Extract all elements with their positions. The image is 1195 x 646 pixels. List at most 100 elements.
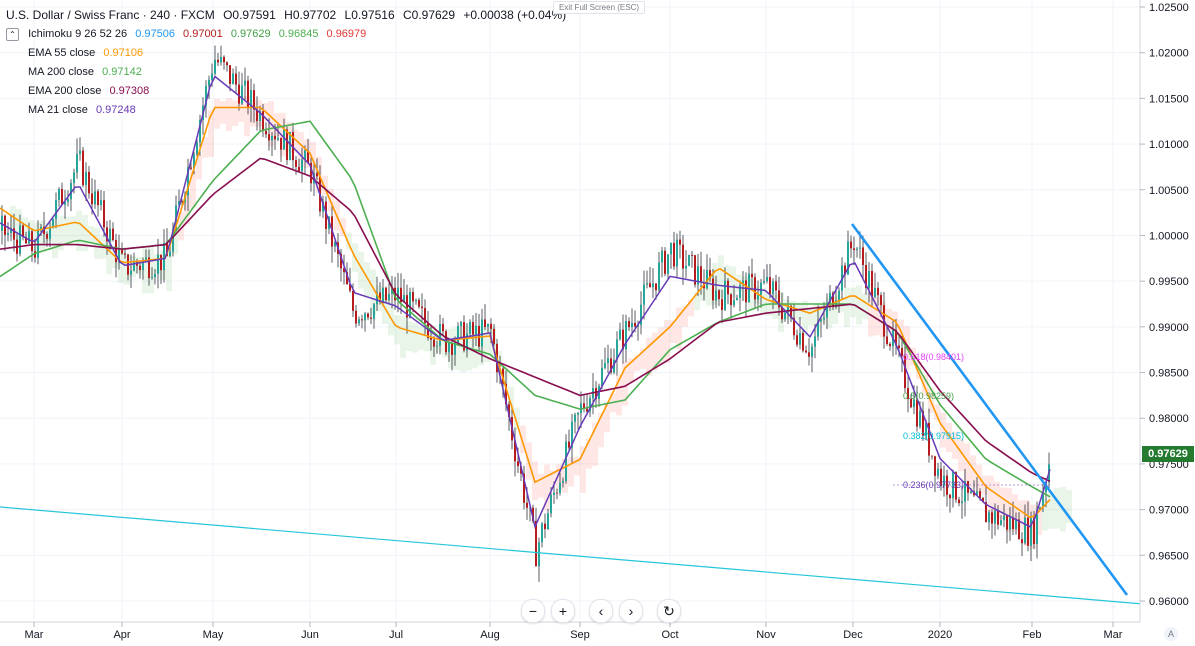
candle-body	[97, 191, 99, 206]
zoom-out-button[interactable]: −	[521, 599, 545, 623]
candle-body	[154, 273, 156, 278]
candle-body	[460, 322, 462, 326]
candle-body	[433, 339, 435, 347]
ma200-value: 0.97142	[102, 66, 142, 78]
candle-body	[958, 499, 960, 504]
cloud-segment	[832, 295, 838, 325]
cloud-segment	[1000, 487, 1006, 519]
candle-body	[238, 84, 240, 104]
cloud-segment	[64, 216, 70, 246]
cloud-segment	[586, 438, 592, 469]
collapse-toggle-icon[interactable]: ⌃	[6, 27, 19, 41]
candle-body	[109, 228, 111, 242]
candle-body	[757, 295, 759, 300]
candle-body	[661, 250, 663, 263]
cloud-segment	[922, 374, 928, 396]
high-label: H	[284, 8, 293, 22]
exit-fullscreen-button[interactable]: Exit Full Screen (ESC)	[553, 1, 646, 14]
ma200-label: MA 200 close	[28, 66, 95, 78]
ichimoku-lead1-value: 0.96845	[278, 28, 319, 40]
candle-body	[997, 510, 999, 525]
candle-body	[655, 283, 657, 291]
y-tick-label: 0.98000	[1149, 413, 1189, 425]
cloud-segment	[694, 292, 700, 310]
candle-body	[586, 408, 588, 412]
candle-body	[103, 200, 105, 228]
candle-body	[823, 317, 825, 320]
candle-body	[211, 73, 213, 80]
cloud-segment	[994, 481, 1000, 519]
cloud-segment	[496, 350, 502, 367]
cloud-segment	[178, 211, 184, 241]
candle-body	[286, 129, 288, 161]
candle-body	[250, 90, 252, 109]
candle-body	[1000, 520, 1002, 525]
candle-body	[751, 273, 753, 278]
cloud-segment	[76, 210, 82, 251]
ema200-legend-row[interactable]: EMA 200 close 0.97308	[6, 82, 566, 101]
change-value: +0.00038 (+0.04%)	[463, 8, 567, 22]
candle-body	[13, 228, 15, 240]
ema55-legend-row[interactable]: EMA 55 close 0.97106	[6, 44, 566, 63]
candle-body	[67, 199, 69, 202]
candle-body	[322, 201, 324, 212]
y-tick-label: 1.01000	[1149, 139, 1189, 151]
scroll-forward-button[interactable]: ›	[619, 599, 643, 623]
candle-body	[649, 283, 651, 288]
candle-body	[610, 358, 612, 373]
cloud-segment	[418, 326, 424, 351]
candle-body	[256, 109, 258, 122]
candle-body	[169, 251, 171, 257]
cloud-segment	[640, 348, 646, 369]
ema200-value: 0.97308	[109, 85, 150, 97]
ema200-label: EMA 200 close	[28, 85, 102, 97]
candle-body	[358, 319, 360, 324]
candle-body	[550, 494, 552, 514]
candle-body	[709, 270, 711, 279]
candle-body	[763, 281, 765, 283]
candle-body	[403, 295, 405, 303]
candle-body	[604, 363, 606, 368]
fib-label-0618: 0.618(0.98401)	[903, 352, 965, 362]
ichimoku-legend-row[interactable]: ⌃ Ichimoku 9 26 52 26 0.97506 0.97001 0.…	[6, 25, 566, 44]
candle-body	[385, 287, 387, 301]
zoom-in-button[interactable]: +	[551, 599, 575, 623]
cloud-segment	[892, 311, 898, 339]
cloud-segment	[772, 294, 778, 320]
cloud-segment	[226, 98, 232, 131]
candle-body	[913, 399, 915, 408]
candle-body	[190, 167, 192, 169]
cloud-segment	[520, 425, 526, 454]
reset-chart-button[interactable]: ↻	[657, 599, 681, 623]
candle-body	[874, 287, 876, 297]
candle-body	[466, 333, 468, 351]
cloud-segment	[388, 304, 394, 336]
candle-body	[667, 254, 669, 274]
candle-body	[1039, 507, 1041, 510]
scroll-back-button[interactable]: ‹	[589, 599, 613, 623]
cloud-segment	[322, 175, 328, 196]
candle-body	[742, 280, 744, 286]
auto-scale-button[interactable]: A	[1164, 627, 1178, 641]
candle-body	[199, 119, 201, 143]
candle-body	[595, 387, 597, 399]
ichimoku-label: Ichimoku 9 26 52 26	[28, 28, 128, 40]
candle-body	[979, 491, 981, 498]
candle-body	[49, 227, 51, 239]
candle-body	[28, 231, 30, 244]
cloud-segment	[1066, 490, 1072, 523]
candle-body	[355, 310, 357, 324]
ma200-legend-row[interactable]: MA 200 close 0.97142	[6, 63, 566, 82]
cloud-segment	[730, 266, 736, 298]
candle-body	[334, 242, 336, 247]
cloud-segment	[574, 457, 580, 476]
cloud-segment	[184, 191, 190, 225]
cloud-segment	[676, 307, 682, 350]
series-line-ma-21-close	[0, 75, 1051, 530]
candle-body	[766, 276, 768, 282]
candle-body	[985, 502, 987, 523]
ma21-legend-row[interactable]: MA 21 close 0.97248	[6, 101, 566, 120]
candle-body	[223, 56, 225, 63]
cloud-segment	[484, 326, 490, 363]
